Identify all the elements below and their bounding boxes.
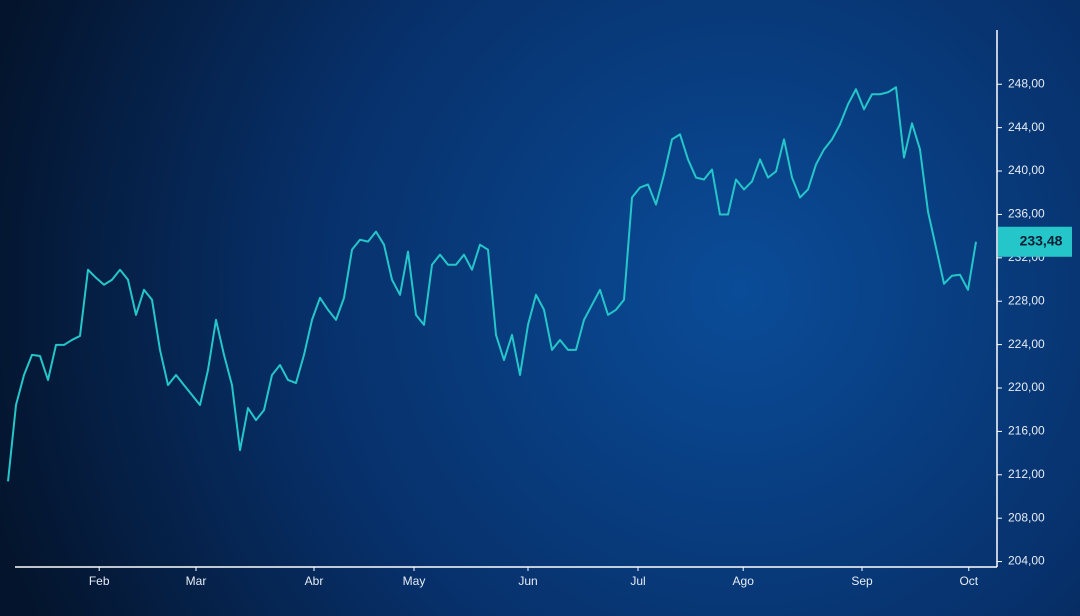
y-tick-label: 216,00 <box>1008 424 1045 438</box>
x-tick-label: Feb <box>89 574 110 588</box>
x-tick-label: May <box>403 574 426 588</box>
price-tag-label: 233,48 <box>1020 232 1063 248</box>
x-tick-label: Jun <box>518 574 537 588</box>
x-tick-label: Oct <box>959 574 978 588</box>
y-tick-label: 208,00 <box>1008 510 1045 524</box>
y-tick-label: 204,00 <box>1008 554 1045 568</box>
y-tick-label: 220,00 <box>1008 380 1045 394</box>
y-tick-label: 240,00 <box>1008 163 1045 177</box>
price-tag <box>998 226 1072 257</box>
y-tick-label: 224,00 <box>1008 337 1045 351</box>
x-tick-label: Mar <box>186 574 207 588</box>
y-tick-label: 244,00 <box>1008 120 1045 134</box>
y-tick-label: 212,00 <box>1008 467 1045 481</box>
y-tick-label: 248,00 <box>1008 76 1045 90</box>
y-tick-label: 236,00 <box>1008 207 1045 221</box>
x-tick-label: Ago <box>733 574 755 588</box>
price-line <box>7 86 977 482</box>
x-tick-label: Sep <box>851 574 873 588</box>
x-tick-label: Abr <box>305 574 324 588</box>
x-tick-label: Jul <box>630 574 645 588</box>
y-tick-label: 228,00 <box>1008 293 1045 307</box>
